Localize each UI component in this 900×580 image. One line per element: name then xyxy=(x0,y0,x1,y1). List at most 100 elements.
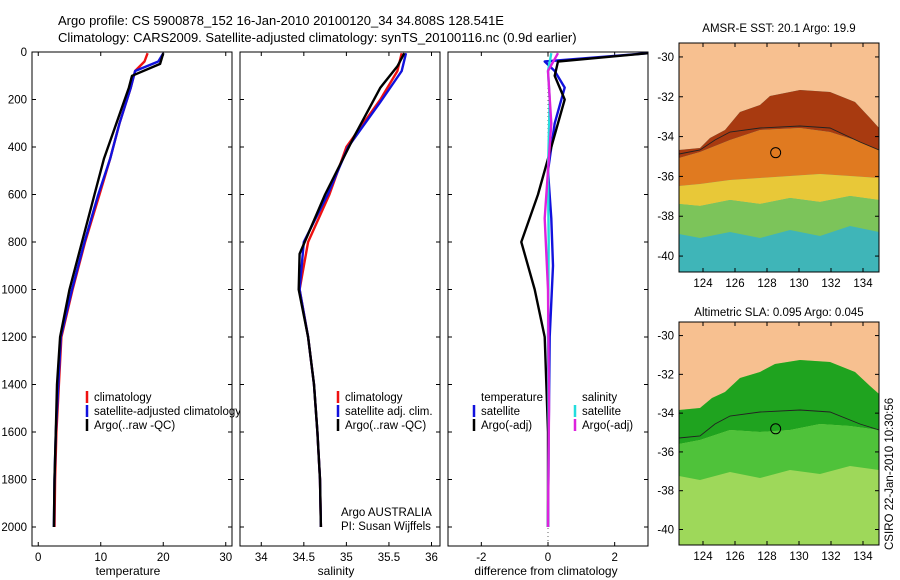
salinity-panel: 34 34.5 35 35.5 36 salinity climatology sate… xyxy=(239,51,441,578)
x-tick-label: 34 xyxy=(255,552,268,564)
argo-program-label: Argo AUSTRALIA xyxy=(341,507,432,519)
temperature-legend: climatology satellite-adjusted climatolo… xyxy=(85,391,241,432)
legend-header-temperature: temperature xyxy=(481,392,543,404)
legend-label-s-argo: Argo(-adj) xyxy=(582,420,633,432)
x-tick-label: -2 xyxy=(476,552,486,564)
figure-title-line2: Climatology: CARS2009. Satellite-adjuste… xyxy=(58,30,577,45)
map-x-tick-label: 132 xyxy=(821,551,840,563)
map-y-tick-label: -30 xyxy=(657,331,674,343)
sla-map-panel: Altimetric SLA: 0.095 Argo: 0.045 124 126… xyxy=(657,307,880,563)
x-tick-label: 2 xyxy=(611,552,617,564)
depth-tick-label: 2000 xyxy=(1,522,27,534)
sla-map-frame xyxy=(678,321,880,546)
depth-tick-label: 1600 xyxy=(1,427,27,439)
temperature-lines xyxy=(52,52,165,528)
x-tick-label: 20 xyxy=(157,552,170,564)
pi-label: PI: Susan Wijffels xyxy=(341,521,431,533)
map-y-tick-label: -40 xyxy=(657,251,674,263)
salinity-axes-frame xyxy=(239,51,441,547)
depth-tick-label: 400 xyxy=(8,142,27,154)
x-tick-label: 30 xyxy=(219,552,232,564)
map-y-tick-label: -34 xyxy=(657,132,674,144)
sst-map-image xyxy=(679,43,879,272)
sst-map-frame xyxy=(678,42,880,273)
map-x-tick-label: 128 xyxy=(757,278,776,290)
map-y-tick-label: -38 xyxy=(657,486,674,498)
x-tick-label: 35 xyxy=(340,552,353,564)
map-x-tick-label: 134 xyxy=(853,551,873,563)
map-y-tick-label: -36 xyxy=(657,171,674,183)
map-x-tick-label: 128 xyxy=(757,551,776,563)
sla-map-image xyxy=(679,322,879,545)
legend-label-climatology: climatology xyxy=(94,392,152,404)
map-y-tick-label: -34 xyxy=(657,408,674,420)
legend-label-satellite: satellite adj. clim. xyxy=(345,406,433,418)
difference-xlabel: difference from climatology xyxy=(474,564,617,578)
x-tick-label: 36 xyxy=(425,552,438,564)
x-tick-label: 35.5 xyxy=(378,552,400,564)
x-tick-label: 0 xyxy=(35,552,41,564)
sla-band-mid xyxy=(679,424,879,480)
csiro-credit: CSIRO 22-Jan-2010 10:30:56 xyxy=(884,398,896,550)
map-x-tick-label: 134 xyxy=(853,278,873,290)
salinity-xlabel: salinity xyxy=(318,564,355,578)
salinity-lines xyxy=(297,52,408,528)
x-tick-label: 10 xyxy=(94,552,107,564)
depth-tick-label: 200 xyxy=(8,95,27,107)
map-y-tick-label: -30 xyxy=(657,52,674,64)
sst-band-yellow xyxy=(679,174,879,206)
sst-band-red xyxy=(679,90,879,158)
sst-map-title: AMSR-E SST: 20.1 Argo: 19.9 xyxy=(702,23,855,35)
legend-header-salinity: salinity xyxy=(582,392,617,404)
depth-tick-label: 800 xyxy=(8,237,27,249)
legend-label-s-satellite: satellite xyxy=(582,406,621,418)
legend-label-t-satellite: satellite xyxy=(481,406,520,418)
map-y-tick-label: -40 xyxy=(657,524,674,536)
figure-title-line1: Argo profile: CS 5900878_152 16-Jan-2010… xyxy=(58,13,504,28)
legend-label-t-argo: Argo(-adj) xyxy=(481,420,532,432)
salinity-ticks: 34 34.5 35 35.5 36 xyxy=(240,51,440,564)
x-tick-label: 34.5 xyxy=(293,552,315,564)
legend-label-climatology: climatology xyxy=(345,392,403,404)
sla-map-ticks: 124 126 128 130 132 134 -30 -32 -34 -36 -38 -40 xyxy=(657,322,879,563)
sst-map-ticks: 124 126 128 130 132 134 -30 -32 -34 -36 -38 -40 xyxy=(657,43,879,290)
map-x-tick-label: 124 xyxy=(693,551,713,563)
temperature-xlabel: temperature xyxy=(96,564,161,578)
depth-tick-label: 1000 xyxy=(1,285,27,297)
series-line-temperature-argo-adj- xyxy=(520,52,648,527)
map-x-tick-label: 124 xyxy=(693,278,713,290)
depth-tick-label: 1400 xyxy=(1,380,27,392)
difference-panel: -2 0 2 difference from climatology tempera… xyxy=(447,51,649,578)
legend-label-argo: Argo(..raw -QC) xyxy=(345,420,426,432)
depth-ticks: 0 200 400 600 800 1000 1200 1400 1600 1800 2000 xyxy=(1,47,27,534)
sla-map-title: Altimetric SLA: 0.095 Argo: 0.045 xyxy=(694,307,863,319)
sla-band-dark xyxy=(679,360,879,444)
map-y-tick-label: -36 xyxy=(657,447,674,459)
series-line-argo-raw-qc- xyxy=(297,52,406,528)
map-x-tick-label: 126 xyxy=(725,278,744,290)
difference-lines xyxy=(520,52,648,528)
map-y-tick-label: -32 xyxy=(657,92,674,104)
argo-float-marker xyxy=(770,423,782,435)
map-y-tick-label: -32 xyxy=(657,369,674,381)
x-tick-label: 0 xyxy=(545,552,551,564)
difference-ticks: -2 0 2 xyxy=(448,51,648,564)
legend-label-satellite: satellite-adjusted climatology xyxy=(94,406,241,418)
map-x-tick-label: 132 xyxy=(821,278,840,290)
map-y-tick-label: -38 xyxy=(657,211,674,223)
map-x-tick-label: 130 xyxy=(789,278,808,290)
series-line-argo-raw-qc- xyxy=(52,52,165,528)
sst-contour xyxy=(679,125,879,155)
depth-tick-label: 1800 xyxy=(1,475,27,487)
temperature-panel: 0 10 20 30 0 200 400 600 800 1000 1200 1400 1600 180… xyxy=(1,47,241,578)
sst-band-green xyxy=(679,196,879,238)
legend-label-argo: Argo(..raw -QC) xyxy=(94,420,175,432)
map-x-tick-label: 126 xyxy=(725,551,744,563)
salinity-legend: climatology satellite adj. clim. Argo(..… xyxy=(336,391,433,432)
depth-tick-label: 1200 xyxy=(1,332,27,344)
argo-float-marker xyxy=(770,147,782,159)
temperature-ticks: 0 10 20 30 xyxy=(32,51,232,564)
depth-tick-label: 0 xyxy=(21,47,27,59)
difference-legend: temperature satellite Argo(-adj) salinit… xyxy=(472,392,633,432)
